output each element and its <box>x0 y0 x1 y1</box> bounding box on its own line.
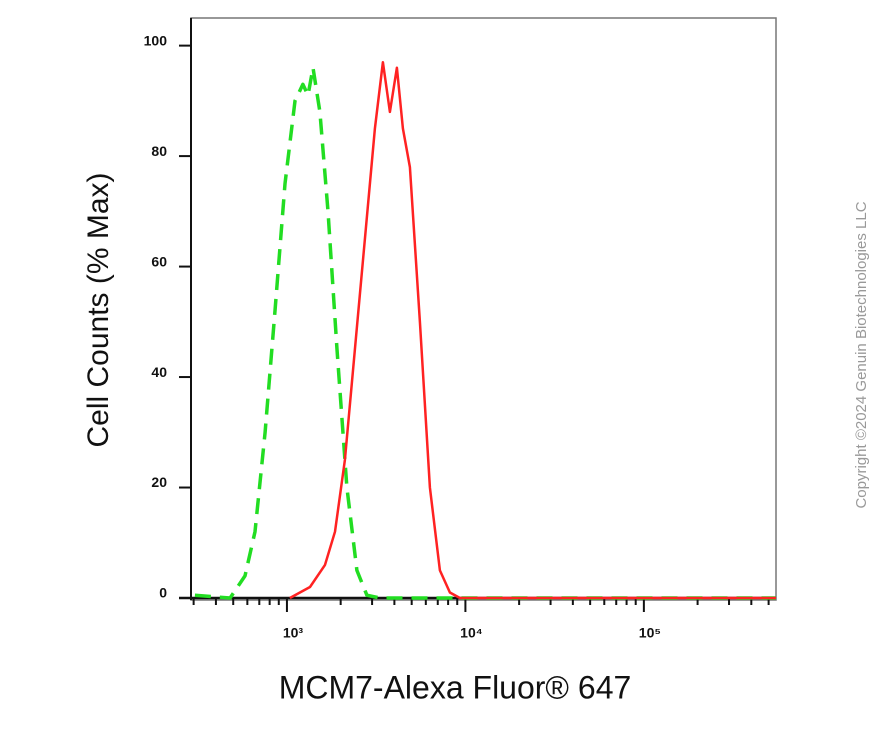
y-tick-label: 0 <box>159 585 167 601</box>
y-tick-label: 20 <box>151 474 167 490</box>
x-tick-label: 10³ <box>283 625 304 641</box>
y-tick-label: 100 <box>144 32 168 48</box>
y-axis-title: Cell Counts (% Max) <box>82 172 115 447</box>
plot-frame <box>190 17 777 601</box>
x-axis-title: MCM7-Alexa Fluor® 647 <box>279 669 632 705</box>
series-line <box>289 60 776 600</box>
y-tick-label: 60 <box>151 253 167 269</box>
y-tick-label: 80 <box>151 143 167 159</box>
y-tick-label: 40 <box>151 364 167 380</box>
x-tick-label: 10⁵ <box>639 625 661 641</box>
x-tick-label: 10⁴ <box>460 625 483 641</box>
series-line <box>194 65 776 600</box>
watermark: Copyright ©2024 Genuin Biotechnologies L… <box>853 201 870 508</box>
